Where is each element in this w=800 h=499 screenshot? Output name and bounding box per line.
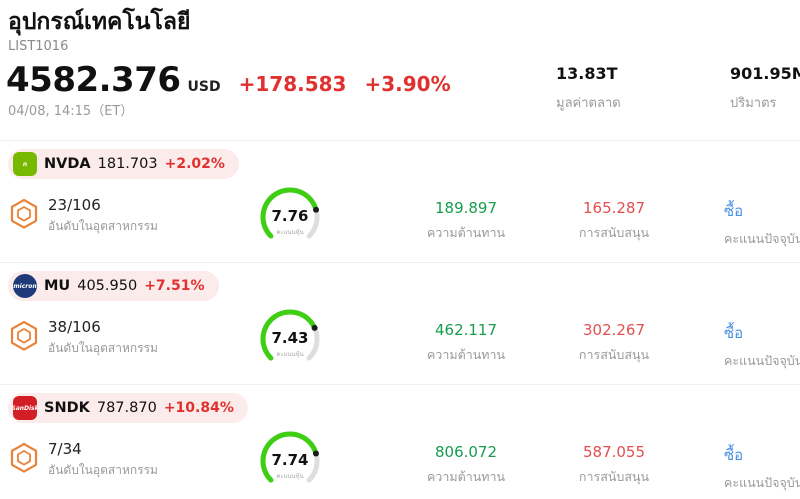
market-cap-stat: 13.83T มูลค่าตลาด	[556, 64, 621, 113]
mu-logo-text: micron	[13, 282, 37, 290]
stock-pill-nvda[interactable]: n NVDA 181.703 +2.02%	[8, 149, 239, 179]
resistance-label: ความต้านทาน	[426, 347, 506, 362]
stock-score-value: 7.74	[271, 451, 309, 469]
support-value: 302.267	[582, 321, 646, 339]
stock-change: +10.84%	[163, 400, 234, 416]
stock-pill-sndk[interactable]: SanDisk SNDK 787.870 +10.84%	[8, 393, 248, 423]
industry-rank-value: 38/106	[48, 318, 101, 336]
industry-rank-hexagon-icon	[8, 197, 40, 231]
buy-rating[interactable]: ซื้อ	[724, 202, 744, 220]
support-label: การสนับสนุน	[578, 347, 650, 362]
ticker-symbol: NVDA	[44, 156, 91, 172]
nvda-logo-text: n	[22, 160, 28, 168]
stock-score-value: 7.43	[271, 329, 309, 347]
industry-rank-hexagon-icon	[8, 319, 40, 353]
sndk-logo: SanDisk	[13, 396, 37, 420]
current-score-label: คะแนนปัจจุบัน	[724, 353, 800, 368]
ticker-symbol: SNDK	[44, 400, 90, 416]
page-title: อุปกรณ์เทคโนโลยี	[8, 9, 191, 35]
resistance-column: 462.117 ความต้านทาน	[396, 263, 536, 365]
gauge-arc	[246, 183, 334, 249]
buy-rating[interactable]: ซื้อ	[724, 446, 744, 464]
support-column: 302.267 การสนับสนุน	[544, 263, 684, 365]
currency-label: USD	[187, 79, 221, 95]
stock-price: 181.703	[97, 156, 158, 172]
stock-row-sndk: SanDisk SNDK 787.870 +10.84% 7/34 อันดับ…	[0, 384, 800, 499]
support-value: 165.287	[582, 199, 646, 217]
nvda-logo: n	[13, 152, 37, 176]
sndk-logo-text: SanDisk	[13, 404, 37, 412]
industry-rank-label: อันดับในอุตสาหกรรม	[48, 463, 158, 477]
stock-score-gauge: 7.43 คะแนนหุ้น	[246, 305, 334, 369]
current-score-label: คะแนนปัจจุบัน	[724, 231, 800, 246]
index-price-row: 4582.376 USD +178.583 +3.90%	[6, 60, 451, 100]
list-id: LIST1016	[8, 39, 69, 54]
stock-score-label: คะแนนหุ้น	[276, 229, 304, 236]
gauge-arc	[246, 305, 334, 371]
mu-logo: micron	[13, 274, 37, 298]
current-score-label: คะแนนปัจจุบัน	[724, 475, 800, 490]
gauge-arc	[246, 427, 334, 493]
resistance-label: ความต้านทาน	[426, 469, 506, 484]
buy-rating[interactable]: ซื้อ	[724, 324, 744, 342]
stock-score-label: คะแนนหุ้น	[276, 473, 304, 480]
index-price: 4582.376	[6, 60, 181, 100]
market-cap-value: 13.83T	[556, 64, 618, 83]
quote-timestamp: 04/08, 14:15（ET）	[8, 104, 134, 119]
support-label: การสนับสนุน	[578, 225, 650, 240]
industry-rank-label: อันดับในอุตสาหกรรม	[48, 341, 158, 355]
market-cap-label: มูลค่าตลาด	[556, 96, 621, 111]
stock-pill-mu[interactable]: micron MU 405.950 +7.51%	[8, 271, 219, 301]
support-value: 587.055	[582, 443, 646, 461]
stock-score-gauge: 7.76 คะแนนหุ้น	[246, 183, 334, 247]
industry-rank-label: อันดับในอุตสาหกรรม	[48, 219, 158, 233]
stock-price: 787.870	[96, 400, 157, 416]
resistance-column: 806.072 ความต้านทาน	[396, 385, 536, 487]
index-change-pct: +3.90%	[364, 72, 451, 96]
industry-rank-value: 23/106	[48, 196, 101, 214]
stock-score-gauge: 7.74 คะแนนหุ้น	[246, 427, 334, 491]
volume-label: ปริมาตร	[730, 96, 777, 111]
resistance-value: 462.117	[434, 321, 498, 339]
industry-rank-value: 7/34	[48, 440, 82, 458]
support-column: 587.055 การสนับสนุน	[544, 385, 684, 487]
stock-row-mu: micron MU 405.950 +7.51% 38/106 อันดับใน…	[0, 262, 800, 384]
support-label: การสนับสนุน	[578, 469, 650, 484]
rating-column: ซื้อ คะแนนปัจจุบัน	[724, 385, 800, 493]
stock-change: +2.02%	[164, 156, 225, 172]
support-column: 165.287 การสนับสนุน	[544, 141, 684, 243]
resistance-value: 189.897	[434, 199, 498, 217]
industry-rank-hexagon-icon	[8, 441, 40, 475]
volume-value: 901.95M	[730, 64, 800, 83]
stock-score-label: คะแนนหุ้น	[276, 351, 304, 358]
stock-price: 405.950	[77, 278, 138, 294]
resistance-label: ความต้านทาน	[426, 225, 506, 240]
resistance-column: 189.897 ความต้านทาน	[396, 141, 536, 243]
stock-change: +7.51%	[144, 278, 205, 294]
rating-column: ซื้อ คะแนนปัจจุบัน	[724, 141, 800, 249]
ticker-symbol: MU	[44, 278, 71, 294]
index-change-abs: +178.583	[238, 72, 347, 96]
stock-score-value: 7.76	[271, 207, 309, 225]
resistance-value: 806.072	[434, 443, 498, 461]
volume-stat: 901.95M ปริมาตร	[730, 64, 800, 113]
stock-row-nvda: n NVDA 181.703 +2.02% 23/106 อันดับในอุต…	[0, 140, 800, 262]
rating-column: ซื้อ คะแนนปัจจุบัน	[724, 263, 800, 371]
